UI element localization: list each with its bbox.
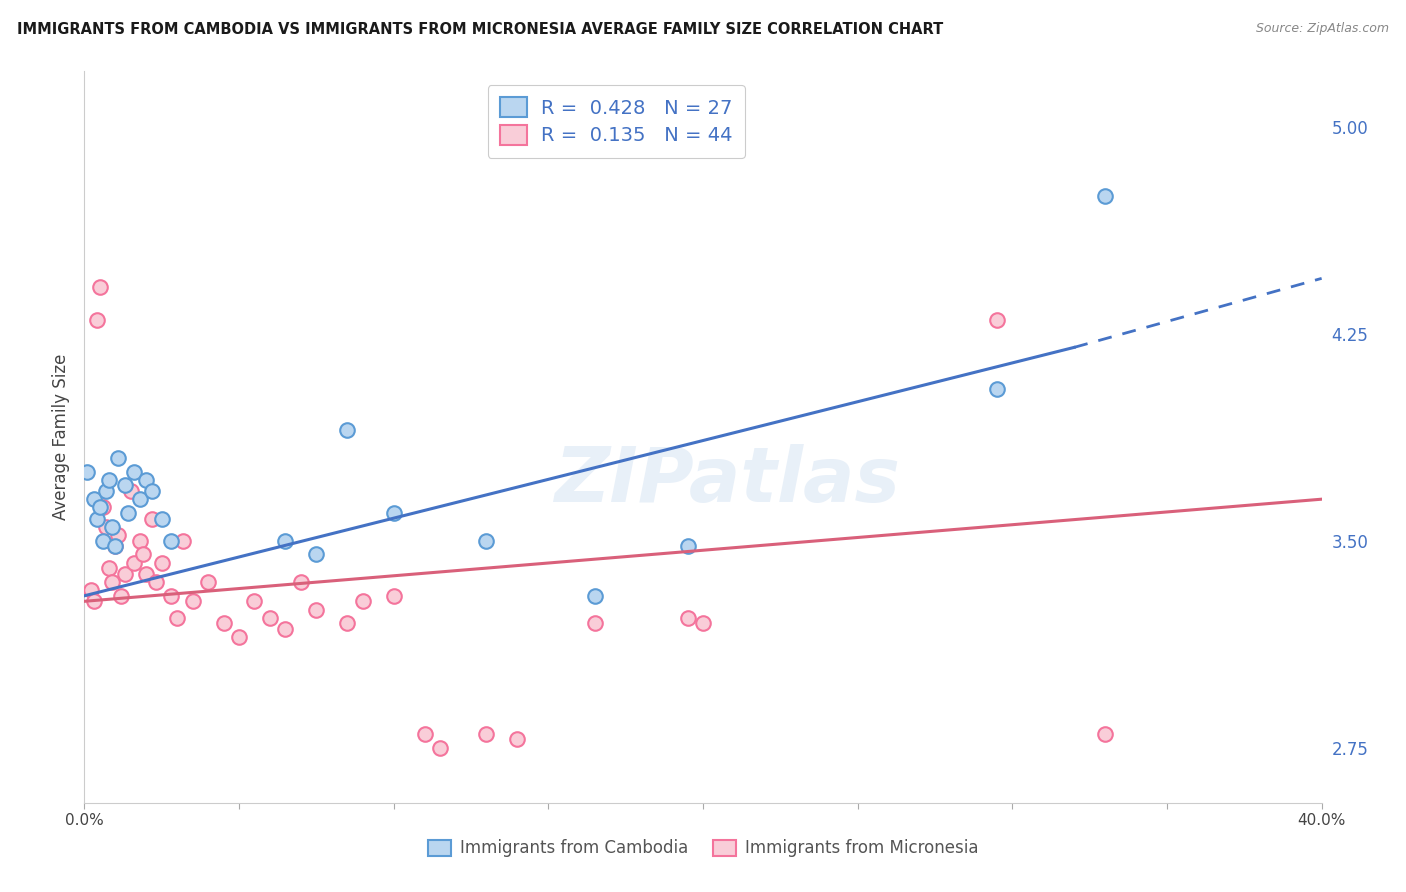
Point [583,589,606,603]
Point [150,556,173,570]
Point [107,528,129,542]
Point [413,727,436,741]
Point [91,500,114,515]
Point [676,539,699,553]
Point [86,511,108,525]
Point [1094,188,1116,202]
Text: IMMIGRANTS FROM CAMBODIA VS IMMIGRANTS FROM MICRONESIA AVERAGE FAMILY SIZE CORRE: IMMIGRANTS FROM CAMBODIA VS IMMIGRANTS F… [17,22,943,37]
Point [166,611,188,625]
Text: Source: ZipAtlas.com: Source: ZipAtlas.com [1256,22,1389,36]
Legend: Immigrants from Cambodia, Immigrants from Micronesia: Immigrants from Cambodia, Immigrants fro… [422,832,984,864]
Point [117,506,139,520]
Point [160,589,183,603]
Point [382,589,405,603]
Point [259,611,281,625]
Point [676,611,699,625]
Point [305,548,328,562]
Point [506,732,529,747]
Point [290,574,312,589]
Point [101,520,124,534]
Point [150,511,173,525]
Point [1094,727,1116,741]
Point [172,533,194,548]
Point [352,594,374,608]
Point [228,630,250,644]
Point [129,492,152,507]
Point [135,566,157,581]
Y-axis label: Average Family Size: Average Family Size [52,354,70,520]
Point [101,574,124,589]
Point [91,533,114,548]
Point [98,561,121,575]
Point [692,616,714,631]
Point [83,492,105,507]
Point [336,423,359,437]
Point [382,506,405,520]
Point [114,566,136,581]
Point [89,500,111,515]
Point [160,533,183,548]
Point [475,727,498,741]
Point [135,473,157,487]
Point [243,594,266,608]
Point [274,533,297,548]
Point [110,589,132,603]
Point [141,511,163,525]
Point [104,539,127,553]
Point [104,539,127,553]
Point [79,583,101,598]
Point [305,602,328,616]
Point [274,622,297,636]
Point [94,520,117,534]
Point [83,594,105,608]
Point [475,533,498,548]
Point [181,594,204,608]
Point [429,740,451,755]
Point [132,548,155,562]
Point [986,312,1008,326]
Point [120,483,142,498]
Point [86,312,108,326]
Point [212,616,235,631]
Point [76,465,98,479]
Point [336,616,359,631]
Point [98,473,121,487]
Point [583,616,606,631]
Point [197,574,219,589]
Point [94,483,117,498]
Point [986,382,1008,396]
Point [129,533,152,548]
Point [145,574,167,589]
Point [89,279,111,293]
Point [122,556,145,570]
Point [122,465,145,479]
Point [107,450,129,465]
Point [141,483,163,498]
Text: ZIPatlas: ZIPatlas [555,444,901,518]
Point [114,478,136,492]
